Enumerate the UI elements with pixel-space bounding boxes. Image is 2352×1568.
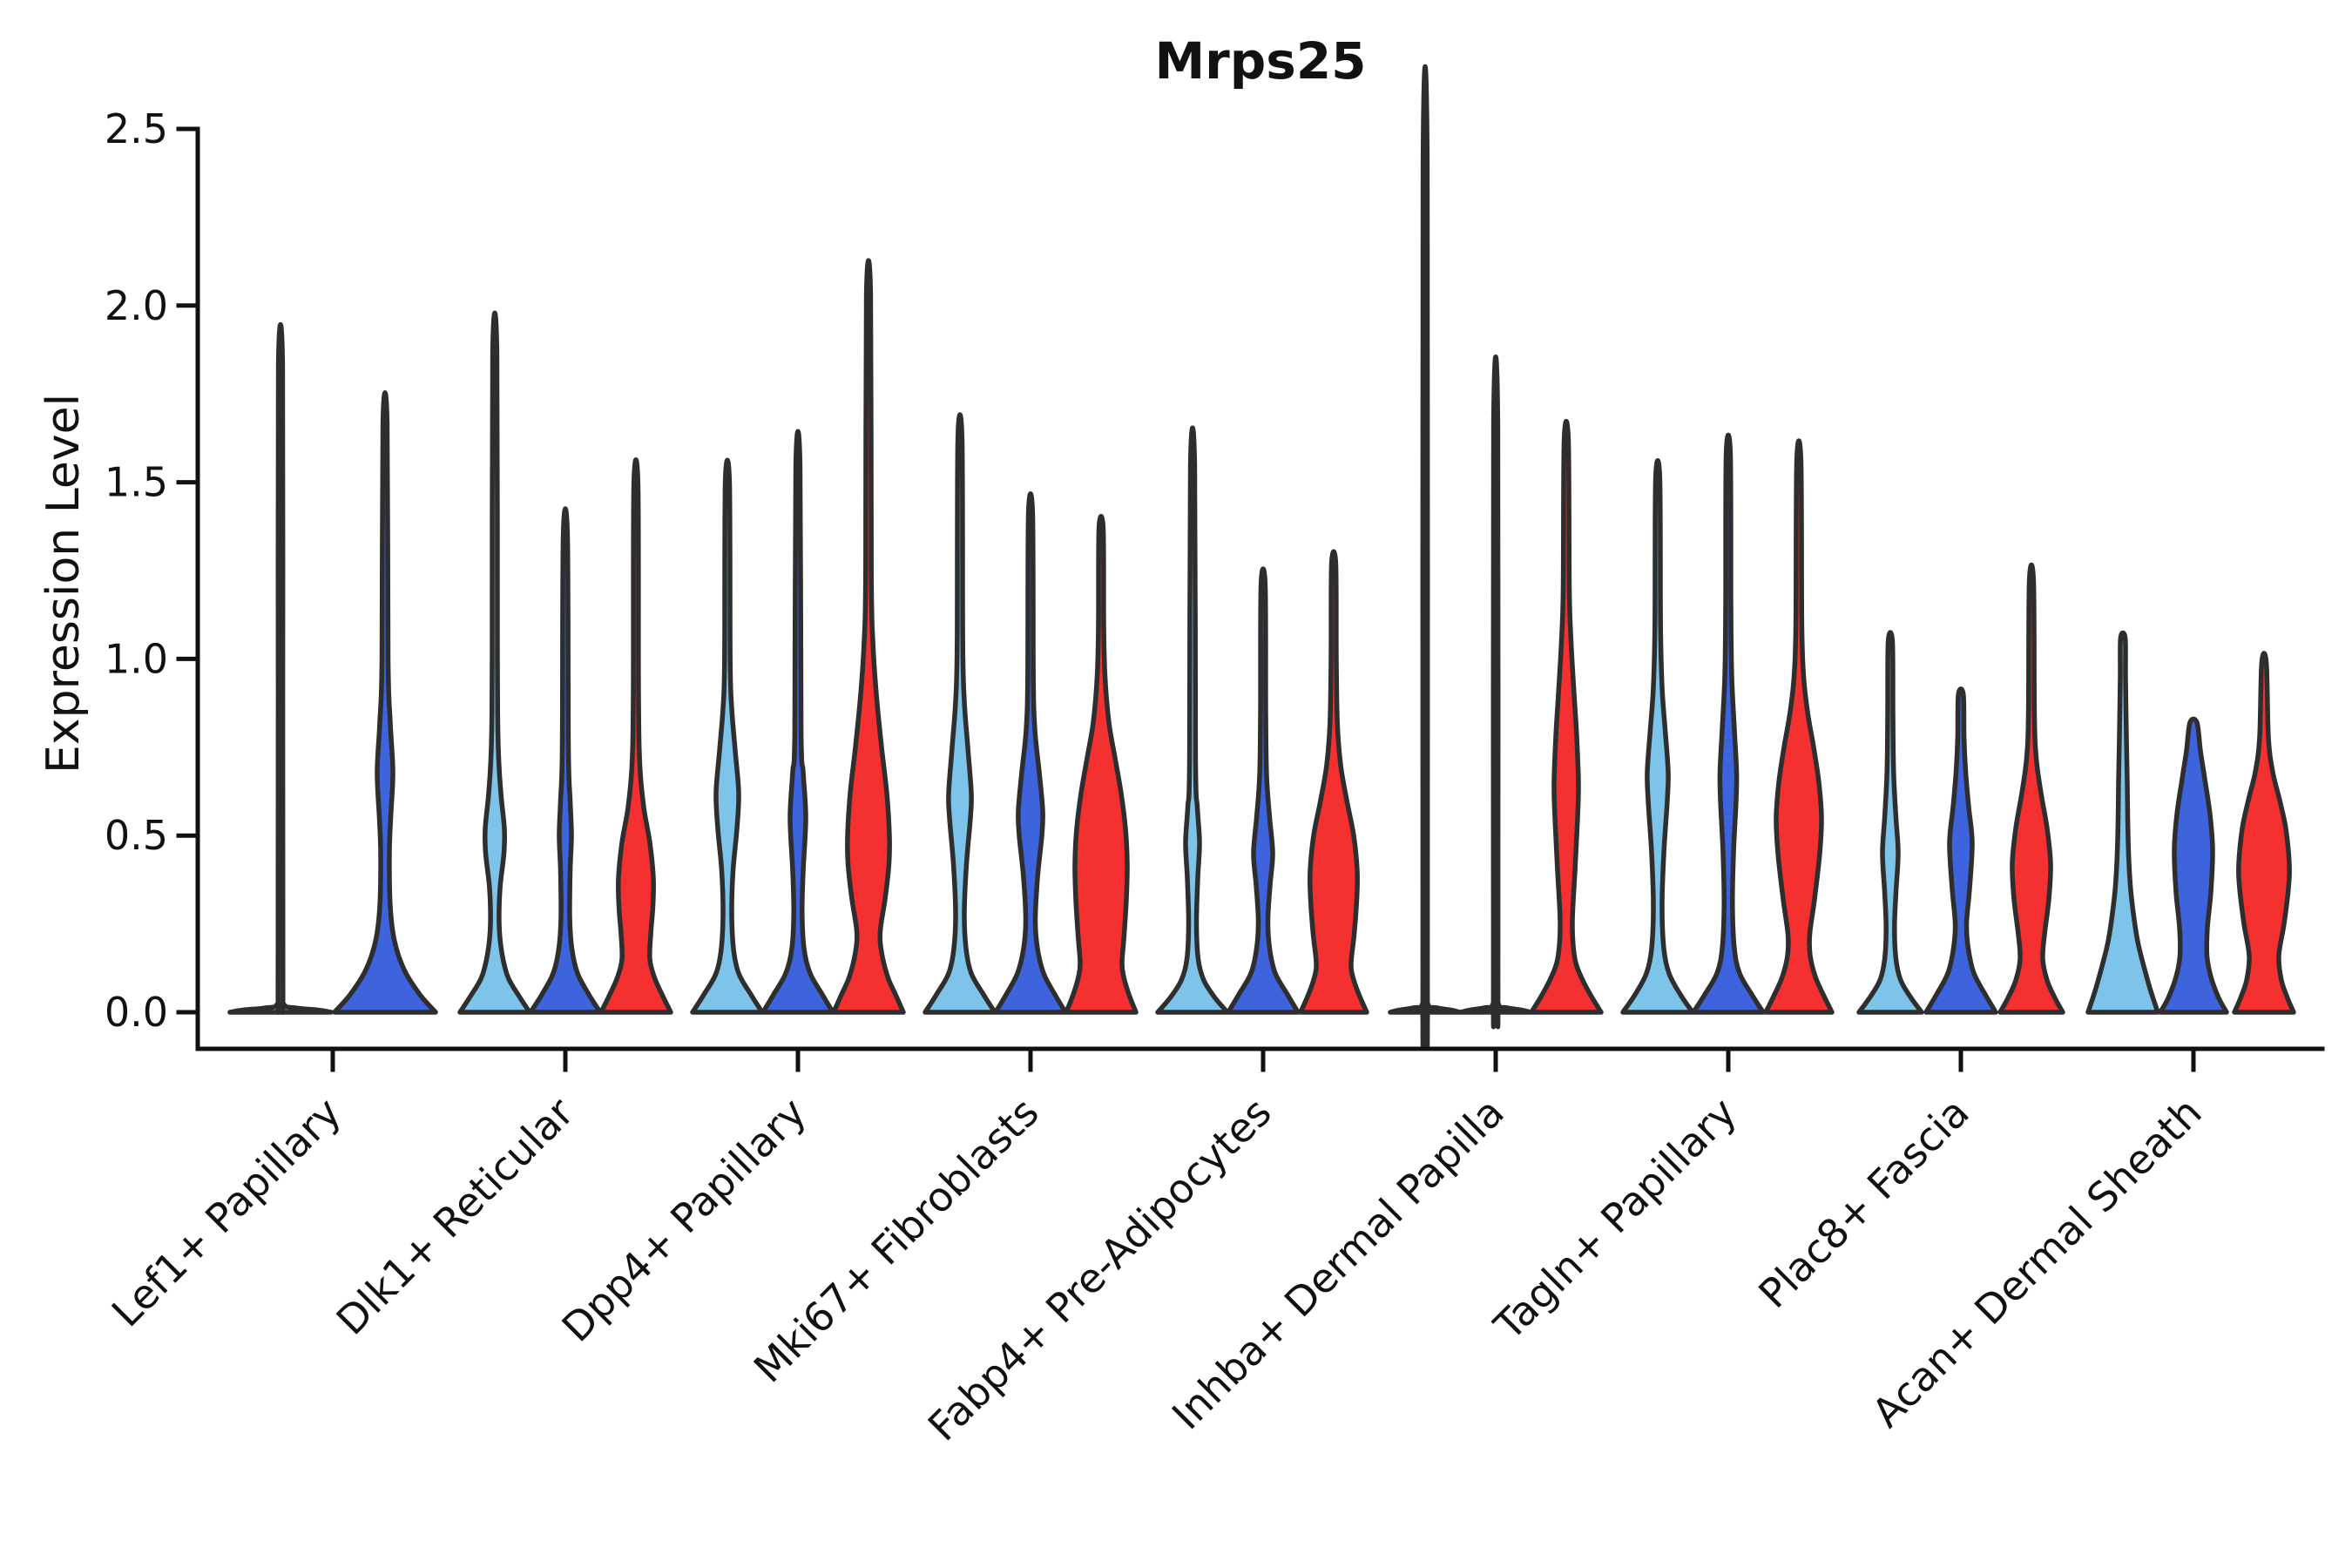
violin-fabp4-pre-adipocytes-split-1 bbox=[1155, 425, 1230, 1015]
violin-mki67-fibroblasts-split-1 bbox=[923, 412, 997, 1015]
violin-acan-dermal-sheath-split-1 bbox=[2085, 630, 2160, 1015]
violin-plac8-fascia-split-1 bbox=[1856, 630, 1924, 1015]
x-tick-label-tagln-papillary: Tagln+ Papillary bbox=[1484, 1089, 1746, 1350]
y-tick-label: 0.0 bbox=[105, 989, 168, 1036]
violin-inhba-dermal-papilla-split-2 bbox=[1458, 355, 1533, 1030]
y-tick-label: 2.5 bbox=[105, 105, 168, 152]
violin-dlk1-reticular-split-3 bbox=[598, 457, 673, 1015]
violin-plac8-fascia-split-2 bbox=[1923, 686, 1998, 1015]
y-axis-label: Expression Level bbox=[37, 394, 90, 774]
violin-mki67-fibroblasts-split-2 bbox=[993, 491, 1068, 1015]
violin-plac8-fascia-split-3 bbox=[1997, 562, 2065, 1015]
violin-dpp4-papillary-split-1 bbox=[690, 457, 765, 1015]
violin-inhba-dermal-papilla-split-1 bbox=[1388, 64, 1463, 1048]
x-tick-label-dlk1-reticular: Dlk1+ Reticular bbox=[328, 1089, 583, 1344]
violin-dpp4-papillary-split-2 bbox=[760, 429, 835, 1015]
violin-dlk1-reticular-split-1 bbox=[457, 311, 532, 1015]
violin-dlk1-reticular-split-2 bbox=[528, 506, 603, 1015]
y-tick-label: 1.5 bbox=[105, 459, 168, 506]
violin-acan-dermal-sheath-split-3 bbox=[2232, 651, 2296, 1015]
x-tick-label-dpp4-papillary: Dpp4+ Papillary bbox=[553, 1089, 815, 1351]
violins-layer bbox=[227, 64, 2296, 1048]
violin-tagln-papillary-split-2 bbox=[1691, 432, 1766, 1015]
violin-fabp4-pre-adipocytes-split-3 bbox=[1298, 549, 1369, 1015]
violin-lef1-papillary-split-2 bbox=[332, 389, 438, 1015]
violin-inhba-dermal-papilla-split-3 bbox=[1529, 418, 1604, 1015]
x-tick-label-lef1-papillary: Lef1+ Papillary bbox=[103, 1089, 350, 1336]
violin-dpp4-papillary-split-3 bbox=[831, 258, 906, 1015]
y-tick-label: 1.0 bbox=[105, 635, 168, 682]
violin-acan-dermal-sheath-split-2 bbox=[2158, 716, 2229, 1015]
violin-tagln-papillary-split-1 bbox=[1620, 457, 1695, 1015]
violin-lef1-papillary-split-1 bbox=[227, 321, 334, 1016]
y-tick-label: 0.5 bbox=[105, 812, 168, 859]
x-tick-label-plac8-fascia: Plac8+ Fascia bbox=[1749, 1089, 1977, 1317]
violin-mki67-fibroblasts-split-3 bbox=[1064, 513, 1139, 1015]
y-tick-label: 2.0 bbox=[105, 282, 168, 329]
violin-tagln-papillary-split-3 bbox=[1763, 438, 1835, 1015]
violin-fabp4-pre-adipocytes-split-2 bbox=[1226, 566, 1301, 1015]
chart-title: Mrps25 bbox=[1154, 31, 1366, 91]
